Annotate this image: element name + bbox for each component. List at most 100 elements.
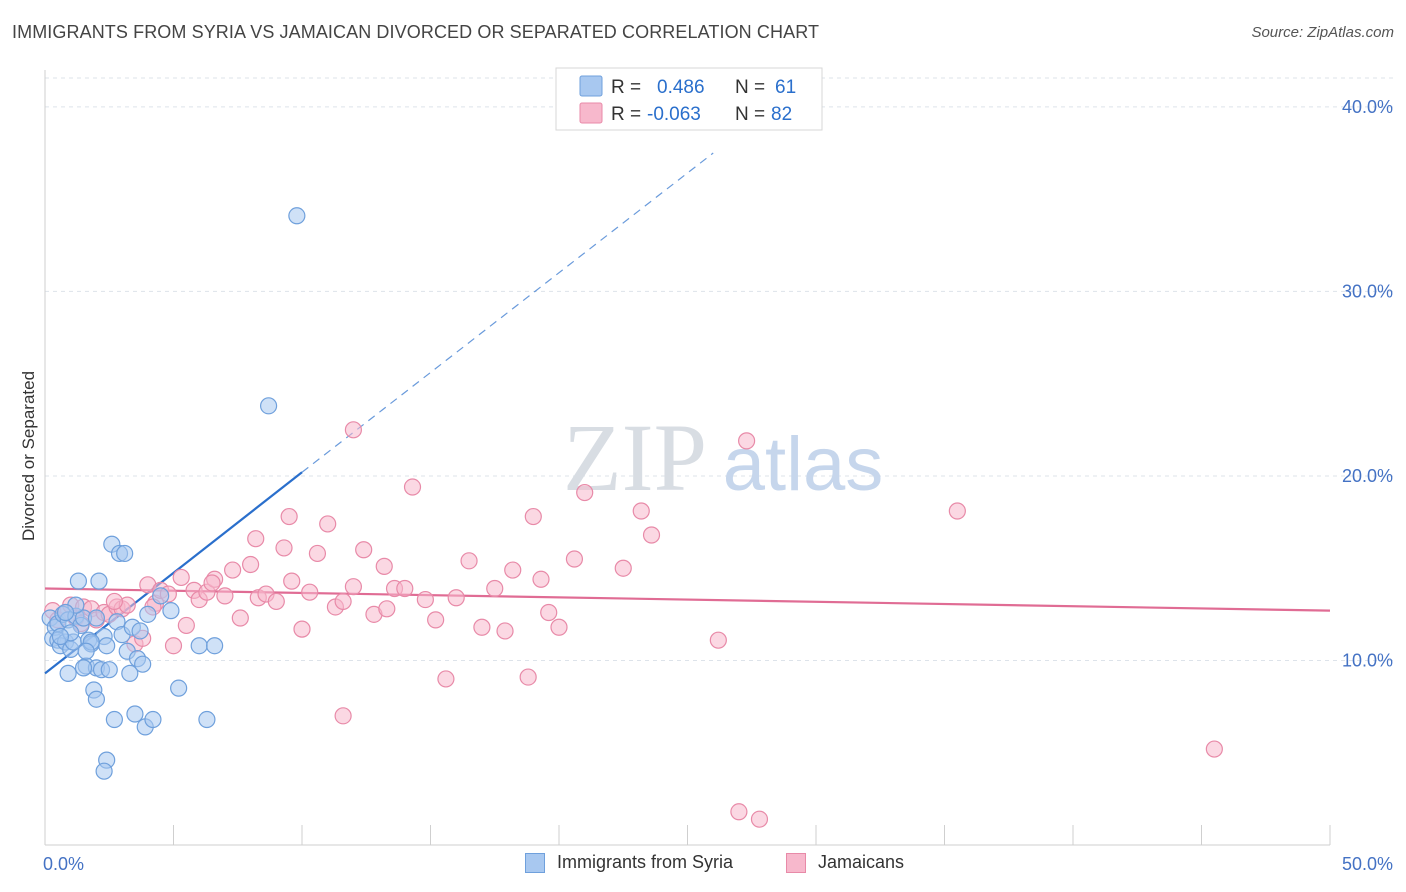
point-jamaica: [524, 507, 542, 526]
point-syria: [259, 397, 278, 415]
point-jamaica: [948, 502, 966, 520]
legend-n-value-jamaica: 82: [771, 104, 792, 125]
point-jamaica: [105, 592, 123, 611]
point-jamaica: [437, 670, 455, 688]
point-jamaica: [540, 603, 558, 622]
x-tick-label: 0.0%: [43, 854, 84, 874]
legend-n-label: N =: [735, 104, 765, 125]
point-jamaica: [550, 618, 568, 636]
axes: [44, 70, 1331, 846]
point-jamaica: [355, 541, 373, 559]
source-label: Source: ZipAtlas.com: [1251, 24, 1394, 41]
point-jamaica: [203, 574, 221, 592]
point-jamaica: [730, 803, 748, 821]
point-jamaica: [344, 578, 362, 596]
point-jamaica: [231, 609, 249, 627]
point-syria: [170, 679, 188, 697]
point-jamaica: [334, 592, 352, 611]
point-jamaica: [1205, 740, 1223, 758]
point-jamaica: [334, 707, 352, 725]
point-syria: [206, 637, 224, 655]
point-jamaica: [447, 589, 465, 607]
point-jamaica: [375, 557, 393, 575]
point-syria: [95, 762, 113, 780]
point-syria: [56, 603, 75, 622]
point-jamaica: [750, 810, 769, 828]
legend-swatch-syria: [525, 852, 545, 873]
gridlines: [45, 77, 1395, 661]
point-syria: [77, 642, 95, 660]
point-syria: [87, 690, 106, 708]
point-syria: [51, 627, 70, 646]
point-jamaica: [164, 637, 183, 655]
legend-r-label: R =: [611, 77, 641, 98]
point-jamaica: [519, 668, 537, 686]
point-syria: [126, 705, 144, 723]
point-syria: [134, 655, 152, 673]
point-jamaica: [416, 590, 434, 609]
y-tick-label: 20.0%: [1342, 466, 1393, 486]
point-syria: [162, 602, 180, 620]
point-jamaica: [709, 631, 727, 649]
legend-r-label: R =: [611, 104, 641, 125]
point-jamaica: [280, 507, 298, 526]
point-jamaica: [642, 526, 661, 544]
point-jamaica: [301, 583, 319, 601]
legend-item-syria: Immigrants from Syria: [525, 852, 733, 873]
trend-line-jamaica: [44, 587, 1331, 612]
point-jamaica: [403, 478, 422, 496]
chart-title: IMMIGRANTS FROM SYRIA VS JAMAICAN DIVORC…: [12, 22, 820, 42]
y-axis-label: Divorced or Separated: [19, 371, 38, 541]
point-syria: [288, 207, 306, 225]
point-syria: [59, 664, 77, 682]
point-syria: [152, 587, 170, 605]
point-syria: [98, 637, 116, 655]
point-jamaica: [216, 587, 234, 605]
point-syria: [100, 661, 118, 679]
y-tick-label: 40.0%: [1342, 97, 1393, 117]
point-jamaica: [224, 561, 242, 579]
point-syria: [74, 659, 93, 677]
correlation-legend: R = 0.486 N = 61 R = -0.063 N = 82: [555, 67, 823, 131]
y-tick-label: 10.0%: [1342, 650, 1393, 670]
point-syria: [116, 544, 134, 563]
trend-line-syria-extension: [301, 152, 714, 473]
point-syria: [131, 622, 149, 640]
point-jamaica: [308, 544, 327, 563]
point-syria: [198, 710, 216, 729]
point-jamaica: [473, 618, 491, 636]
point-jamaica: [632, 502, 650, 520]
legend-r-value-jamaica: -0.063: [647, 104, 701, 125]
point-jamaica: [247, 530, 265, 548]
point-syria: [105, 710, 123, 729]
point-jamaica: [576, 483, 594, 502]
point-jamaica: [283, 572, 301, 590]
point-jamaica: [496, 622, 514, 640]
legend-swatch-syria: [579, 75, 603, 97]
point-syria: [87, 609, 106, 627]
legend-swatch-jamaica: [786, 852, 806, 873]
point-jamaica: [486, 579, 504, 598]
point-jamaica: [177, 616, 195, 635]
point-jamaica: [242, 555, 260, 574]
point-jamaica: [504, 561, 522, 579]
point-jamaica: [378, 600, 396, 618]
legend-r-value-syria: 0.486: [657, 77, 705, 98]
legend-swatch-jamaica: [579, 102, 603, 124]
point-jamaica: [319, 515, 337, 533]
point-jamaica: [396, 579, 414, 598]
legend-label-jamaica: Jamaicans: [818, 852, 905, 872]
point-jamaica: [275, 539, 293, 557]
y-tick-label: 30.0%: [1342, 281, 1393, 301]
point-syria: [190, 637, 208, 655]
y-tick-labels: 10.0% 20.0% 30.0% 40.0%: [1342, 97, 1393, 671]
x-tick-label: 50.0%: [1342, 854, 1393, 874]
point-jamaica: [427, 611, 445, 629]
legend-label-syria: Immigrants from Syria: [557, 852, 734, 872]
legend-n-label: N =: [735, 77, 765, 98]
x-tick-labels: 0.0% 50.0%: [43, 854, 1393, 874]
legend-item-jamaica: Jamaicans: [786, 852, 904, 873]
point-jamaica: [738, 432, 756, 450]
point-jamaica: [267, 592, 285, 611]
point-syria: [90, 572, 108, 590]
